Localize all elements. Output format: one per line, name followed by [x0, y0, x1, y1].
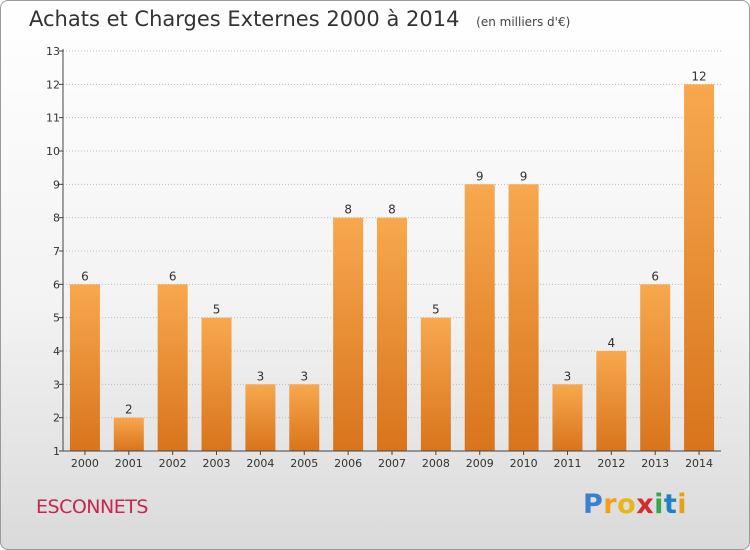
chart-title: Achats et Charges Externes 2000 à 2014 (… — [29, 7, 570, 31]
data-label: 6 — [169, 269, 177, 283]
logo-letter: i — [654, 489, 664, 520]
bar — [420, 317, 451, 451]
x-tick-label: 2001 — [115, 457, 143, 470]
data-label: 6 — [651, 269, 659, 283]
x-tick-label: 2000 — [71, 457, 99, 470]
logo-letter: P — [583, 489, 604, 520]
x-tick-label: 2002 — [159, 457, 187, 470]
x-tick-label: 2004 — [246, 457, 274, 470]
data-label: 12 — [691, 69, 706, 83]
x-tick-label: 2013 — [641, 457, 669, 470]
y-tick-label: 13 — [46, 45, 60, 58]
data-label: 5 — [213, 303, 221, 317]
bar — [508, 184, 539, 452]
x-tick-label: 2010 — [510, 457, 538, 470]
chart-unit: (en milliers d'€) — [476, 15, 571, 29]
x-tick-label: 2011 — [553, 457, 581, 470]
y-tick-label: 9 — [53, 178, 60, 191]
x-tick-label: 2003 — [203, 457, 231, 470]
chart-title-text: Achats et Charges Externes 2000 à 2014 — [29, 7, 460, 31]
y-tick-label: 1 — [53, 445, 60, 458]
data-labels: 6 2 6 5 3 3 8 8 5 9 9 3 4 6 12 — [81, 69, 707, 416]
data-label: 3 — [257, 369, 265, 383]
bars — [69, 84, 715, 452]
y-tick-label: 12 — [46, 78, 60, 91]
logo-letter: x — [636, 489, 655, 520]
y-tick-label: 7 — [53, 245, 60, 258]
logo-letter: t — [663, 489, 678, 520]
bar — [289, 384, 320, 451]
bar — [157, 284, 188, 451]
x-tick-label: 2008 — [422, 457, 450, 470]
data-label: 2 — [125, 403, 133, 417]
data-label: 9 — [520, 169, 528, 183]
data-label: 4 — [608, 336, 616, 350]
bar — [640, 284, 671, 451]
bar — [333, 217, 364, 451]
y-tick-label: 11 — [46, 112, 60, 125]
y-tick-label: 4 — [53, 345, 60, 358]
y-tick-label: 5 — [53, 312, 60, 325]
proxiti-logo: Proxiti — [583, 489, 687, 520]
y-tick-label: 6 — [53, 278, 60, 291]
y-tick-label: 8 — [53, 212, 60, 225]
data-label: 6 — [81, 269, 89, 283]
logo-letter: o — [617, 489, 637, 520]
bar — [69, 284, 100, 451]
bar — [552, 384, 583, 451]
x-tick-label: 2009 — [466, 457, 494, 470]
bar — [201, 317, 232, 451]
bar — [377, 217, 407, 451]
bar — [596, 351, 627, 451]
data-label: 8 — [344, 203, 352, 217]
data-label: 8 — [388, 203, 396, 217]
bar — [245, 384, 276, 451]
data-label: 3 — [564, 369, 572, 383]
x-tick-label: 2005 — [290, 457, 318, 470]
data-label: 9 — [476, 169, 484, 183]
x-tick-label: 2007 — [378, 457, 406, 470]
x-tick-label: 2014 — [685, 457, 713, 470]
bar — [113, 417, 144, 451]
city-name: ESCONNETS — [36, 496, 148, 518]
y-tick-label: 10 — [46, 145, 60, 158]
x-tick-label: 2006 — [334, 457, 362, 470]
logo-letter: i — [677, 489, 688, 520]
data-label: 5 — [432, 303, 440, 317]
bar — [464, 184, 495, 452]
y-tick-label: 2 — [53, 412, 60, 425]
y-tick-label: 3 — [53, 378, 60, 391]
logo-letter: r — [603, 489, 618, 520]
x-tick-label: 2012 — [597, 457, 625, 470]
bar — [684, 84, 715, 451]
data-label: 3 — [300, 369, 308, 383]
